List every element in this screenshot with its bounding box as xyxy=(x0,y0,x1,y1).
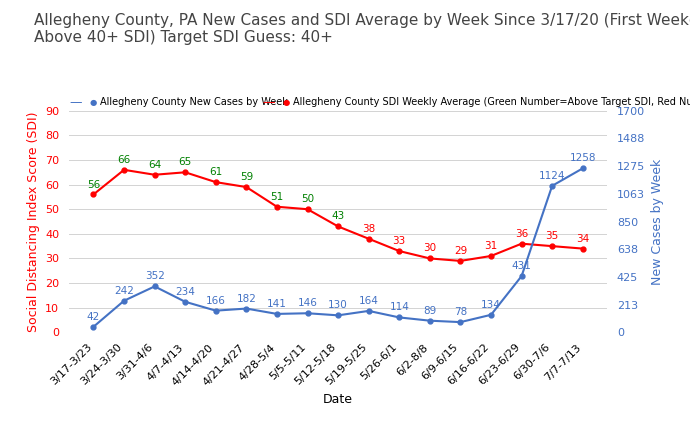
Text: ●: ● xyxy=(283,98,290,107)
Text: 59: 59 xyxy=(239,172,253,182)
Allegheny County SDI Weekly Average (Green Number=Above Target SDI, Red Number=Below Target SDI) xyxy=(518,241,526,246)
Allegheny County New Cases by Week xyxy=(487,312,495,317)
Text: 134: 134 xyxy=(481,300,501,310)
Text: 35: 35 xyxy=(546,231,559,241)
Text: 182: 182 xyxy=(237,294,256,304)
Allegheny County New Cases by Week xyxy=(120,298,128,303)
Allegheny County New Cases by Week xyxy=(212,308,220,313)
Text: 65: 65 xyxy=(179,157,192,167)
Allegheny County SDI Weekly Average (Green Number=Above Target SDI, Red Number=Below Target SDI) xyxy=(273,204,281,209)
Allegheny County New Cases by Week xyxy=(304,311,312,316)
Allegheny County New Cases by Week xyxy=(181,299,189,304)
Text: 30: 30 xyxy=(423,244,436,253)
Text: 431: 431 xyxy=(512,261,531,271)
Allegheny County New Cases by Week xyxy=(150,284,159,289)
Allegheny County New Cases by Week xyxy=(395,315,404,320)
Text: 42: 42 xyxy=(87,312,100,322)
Y-axis label: Social Distancing Index Score (SDI): Social Distancing Index Score (SDI) xyxy=(27,111,39,332)
Text: 38: 38 xyxy=(362,224,375,234)
Allegheny County SDI Weekly Average (Green Number=Above Target SDI, Red Number=Below Target SDI) xyxy=(304,207,312,212)
Allegheny County SDI Weekly Average (Green Number=Above Target SDI, Red Number=Below Target SDI) xyxy=(212,180,220,185)
Text: 51: 51 xyxy=(270,192,284,202)
Text: 146: 146 xyxy=(297,298,317,308)
Allegheny County New Cases by Week xyxy=(518,273,526,279)
Text: 66: 66 xyxy=(117,155,130,165)
Text: Allegheny County, PA New Cases and SDI Average by Week Since 3/17/20 (First Week: Allegheny County, PA New Cases and SDI A… xyxy=(34,13,690,45)
Text: Allegheny County New Cases by Week: Allegheny County New Cases by Week xyxy=(100,97,288,107)
Text: 36: 36 xyxy=(515,229,529,239)
Text: 242: 242 xyxy=(114,286,134,296)
Text: Allegheny County SDI Weekly Average (Green Number=Above Target SDI, Red Number=B: Allegheny County SDI Weekly Average (Gre… xyxy=(293,97,690,107)
Allegheny County SDI Weekly Average (Green Number=Above Target SDI, Red Number=Below Target SDI) xyxy=(364,236,373,241)
Y-axis label: New Cases by Week: New Cases by Week xyxy=(651,158,664,285)
Allegheny County SDI Weekly Average (Green Number=Above Target SDI, Red Number=Below Target SDI) xyxy=(426,256,434,261)
Text: 61: 61 xyxy=(209,167,222,177)
Text: 33: 33 xyxy=(393,236,406,246)
Allegheny County SDI Weekly Average (Green Number=Above Target SDI, Red Number=Below Target SDI) xyxy=(548,244,556,249)
Allegheny County SDI Weekly Average (Green Number=Above Target SDI, Red Number=Below Target SDI) xyxy=(456,258,464,263)
Line: Allegheny County New Cases by Week: Allegheny County New Cases by Week xyxy=(91,166,585,329)
Allegheny County New Cases by Week xyxy=(579,166,587,171)
X-axis label: Date: Date xyxy=(323,393,353,406)
Allegheny County SDI Weekly Average (Green Number=Above Target SDI, Red Number=Below Target SDI) xyxy=(487,253,495,259)
Text: 352: 352 xyxy=(145,271,164,282)
Text: 141: 141 xyxy=(267,299,287,309)
Allegheny County SDI Weekly Average (Green Number=Above Target SDI, Red Number=Below Target SDI) xyxy=(181,170,189,175)
Text: 89: 89 xyxy=(423,306,437,316)
Text: —: — xyxy=(69,96,81,109)
Text: 50: 50 xyxy=(301,194,314,204)
Allegheny County SDI Weekly Average (Green Number=Above Target SDI, Red Number=Below Target SDI) xyxy=(579,246,587,251)
Allegheny County New Cases by Week xyxy=(89,324,97,329)
Allegheny County SDI Weekly Average (Green Number=Above Target SDI, Red Number=Below Target SDI) xyxy=(395,248,404,253)
Allegheny County SDI Weekly Average (Green Number=Above Target SDI, Red Number=Below Target SDI) xyxy=(120,167,128,173)
Text: 78: 78 xyxy=(454,307,467,317)
Text: 166: 166 xyxy=(206,296,226,306)
Text: 164: 164 xyxy=(359,296,379,306)
Allegheny County New Cases by Week xyxy=(273,311,281,317)
Text: ●: ● xyxy=(90,98,97,107)
Allegheny County New Cases by Week xyxy=(548,183,556,188)
Allegheny County New Cases by Week xyxy=(426,318,434,323)
Allegheny County SDI Weekly Average (Green Number=Above Target SDI, Red Number=Below Target SDI) xyxy=(89,192,97,197)
Text: 114: 114 xyxy=(389,302,409,313)
Text: 56: 56 xyxy=(87,179,100,190)
Allegheny County SDI Weekly Average (Green Number=Above Target SDI, Red Number=Below Target SDI) xyxy=(242,184,250,190)
Allegheny County New Cases by Week xyxy=(334,313,342,318)
Allegheny County New Cases by Week xyxy=(364,308,373,314)
Allegheny County New Cases by Week xyxy=(456,320,464,325)
Text: —: — xyxy=(262,96,275,109)
Allegheny County SDI Weekly Average (Green Number=Above Target SDI, Red Number=Below Target SDI) xyxy=(334,224,342,229)
Text: 29: 29 xyxy=(454,246,467,256)
Allegheny County New Cases by Week xyxy=(242,306,250,311)
Line: Allegheny County SDI Weekly Average (Green Number=Above Target SDI, Red Number=Below Target SDI): Allegheny County SDI Weekly Average (Gre… xyxy=(91,167,585,263)
Text: 234: 234 xyxy=(175,287,195,297)
Text: 130: 130 xyxy=(328,300,348,311)
Text: 64: 64 xyxy=(148,160,161,170)
Text: 1258: 1258 xyxy=(569,153,596,164)
Allegheny County SDI Weekly Average (Green Number=Above Target SDI, Red Number=Below Target SDI) xyxy=(150,172,159,177)
Text: 31: 31 xyxy=(484,241,497,251)
Text: 1124: 1124 xyxy=(539,171,565,181)
Text: 43: 43 xyxy=(331,211,345,222)
Text: 34: 34 xyxy=(576,233,589,244)
